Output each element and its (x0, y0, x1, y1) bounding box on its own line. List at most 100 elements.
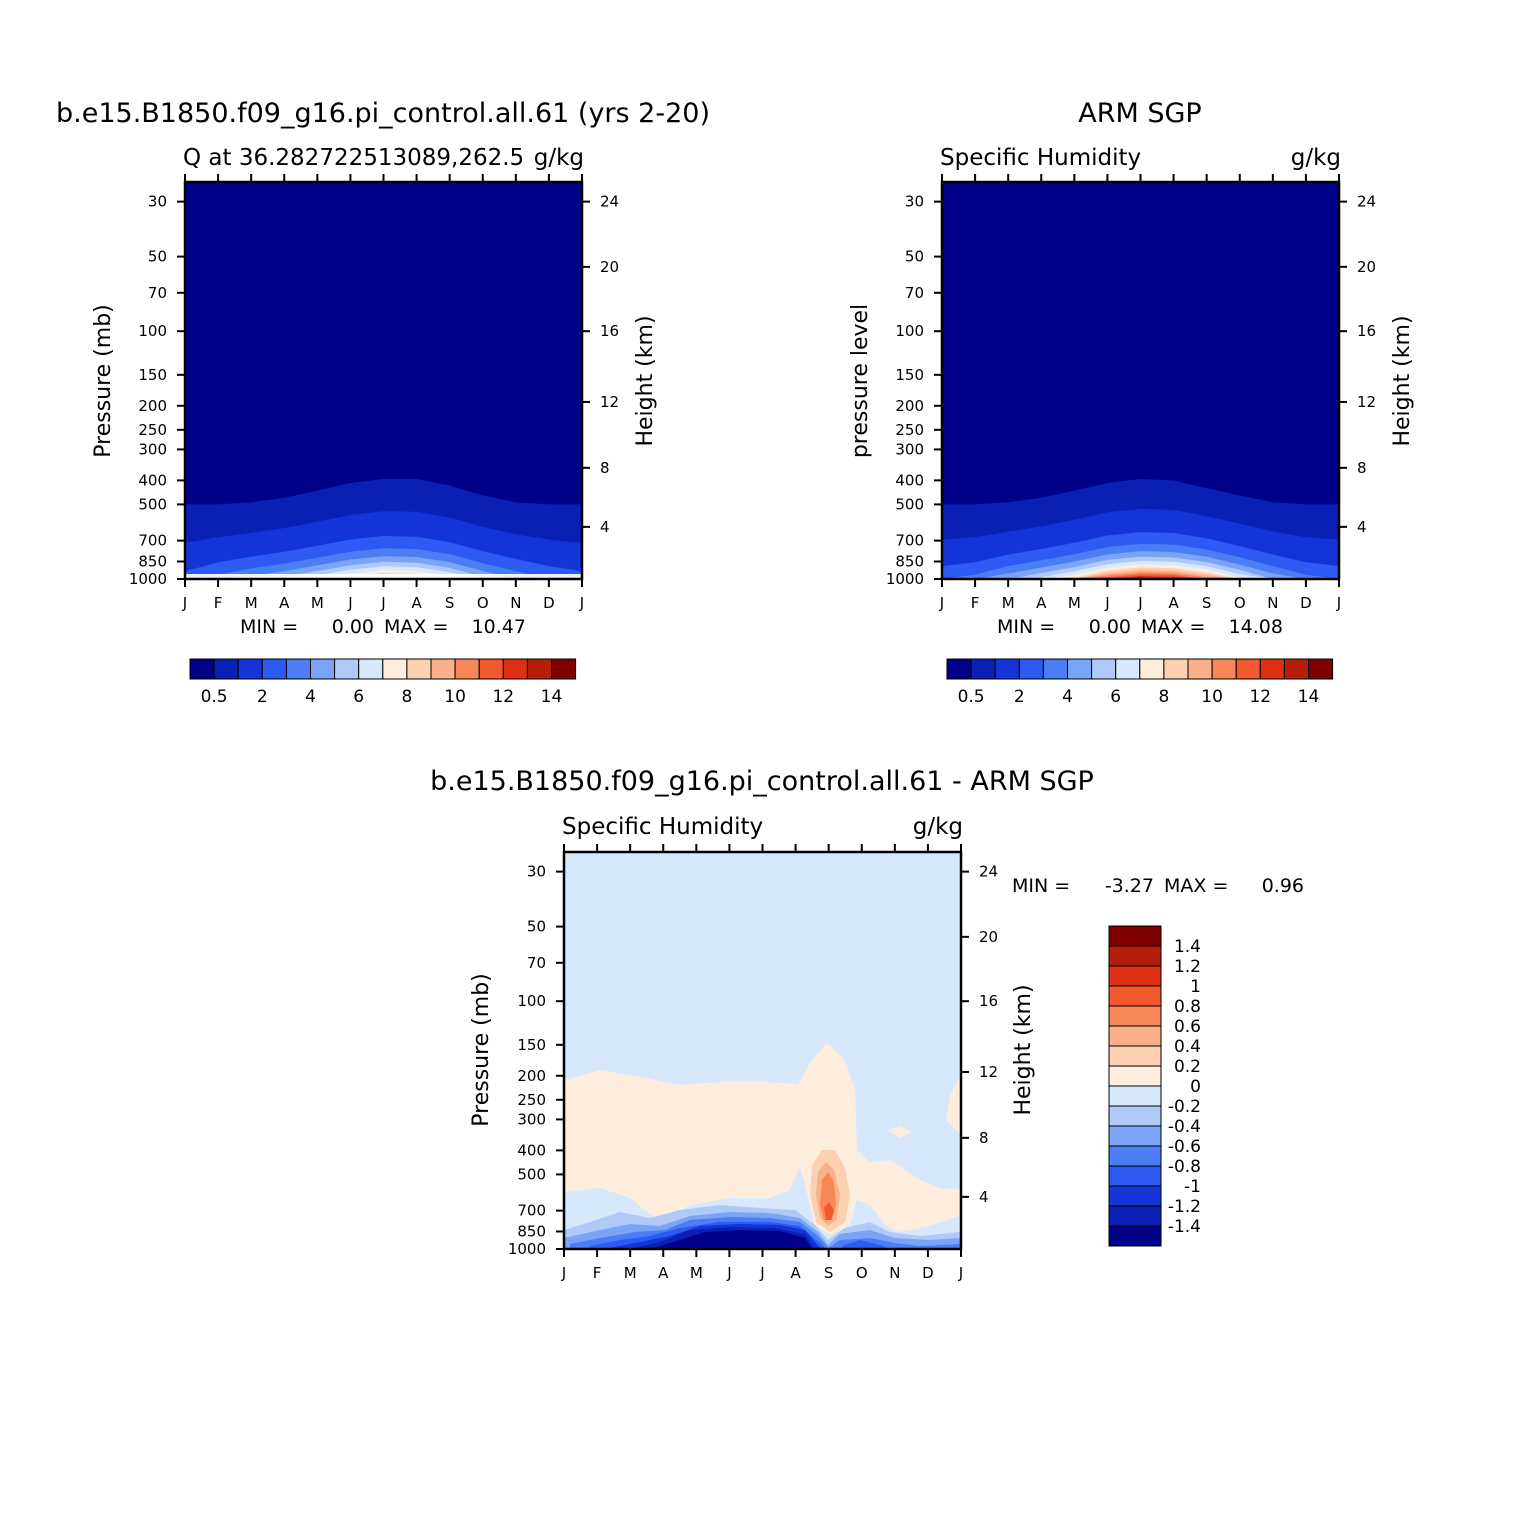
x-tick-label: J (759, 1264, 764, 1282)
y-right-tick-label: 8 (600, 459, 610, 477)
y-right-tick-label: 16 (979, 992, 998, 1010)
colorbar-label: 0.8 (1174, 997, 1201, 1017)
y-axis-label: Pressure (mb) (469, 973, 494, 1127)
y-tick-label: 50 (148, 248, 167, 266)
y-tick-label: 700 (138, 532, 167, 550)
colorbar-label: 1.4 (1174, 937, 1201, 957)
colorbar-swatch (551, 658, 577, 680)
y-tick-label: 150 (138, 366, 167, 384)
y-tick-label: 30 (527, 863, 546, 881)
panel-difference: b.e15.B1850.f09_g16.pi_control.all.61 - … (430, 766, 1304, 1282)
x-tick-label: J (1104, 594, 1109, 612)
y-axis-label: Pressure (mb) (91, 304, 116, 458)
moisture-contours (942, 479, 1339, 579)
colorbar-label: 8 (401, 687, 412, 707)
colorbar-swatch (1108, 1065, 1162, 1087)
colorbar-swatch (1308, 658, 1334, 680)
positive-anomaly-region (564, 1043, 961, 1249)
y-tick-label: 500 (138, 495, 167, 513)
colorbar-label: -0.8 (1168, 1157, 1201, 1177)
colorbar-swatch (310, 658, 336, 680)
colorbar-label: -1 (1184, 1177, 1201, 1197)
x-tick-label: N (1267, 594, 1278, 612)
colorbar-swatch (946, 658, 972, 680)
x-tick-label: S (445, 594, 455, 612)
panel-model-field (185, 182, 582, 579)
max-value: 14.08 (1229, 616, 1283, 638)
y-right-tick-label: 20 (979, 928, 998, 946)
colorbar-swatch (1042, 658, 1069, 680)
colorbar-swatch (1108, 1025, 1162, 1047)
colorbar-label: 0.6 (1174, 1017, 1201, 1037)
x-tick-label: A (411, 594, 422, 612)
colorbar-swatch (285, 658, 311, 680)
x-tick-label: M (690, 1264, 703, 1282)
y-right-tick-label: 12 (600, 393, 619, 411)
x-tick-label: A (1036, 594, 1047, 612)
x-tick-label: J (182, 594, 187, 612)
x-tick-label: S (1202, 594, 1212, 612)
y-tick-label: 30 (148, 193, 167, 211)
y-tick-label: 200 (517, 1067, 546, 1085)
x-tick-label: M (311, 594, 324, 612)
colorbar-swatch (1108, 1225, 1162, 1247)
y-tick-label: 250 (517, 1091, 546, 1109)
y-tick-label: 250 (138, 421, 167, 439)
panel-diff-subtitle-left: Specific Humidity (562, 814, 763, 840)
colorbar-label: 2 (1014, 687, 1025, 707)
x-tick-label: N (510, 594, 521, 612)
y-tick-label: 50 (527, 918, 546, 936)
colorbar-swatch (1091, 658, 1117, 680)
x-tick-label: J (347, 594, 352, 612)
y-tick-label: 500 (895, 495, 924, 513)
colorbar-swatch (334, 658, 360, 680)
colorbar-swatch (1108, 1105, 1162, 1127)
colorbar-label: 14 (1298, 687, 1320, 707)
colorbar-swatch (1108, 985, 1162, 1007)
colorbar-swatch (1211, 658, 1237, 680)
colorbar-label: 0.2 (1174, 1057, 1201, 1077)
panel-obs-subtitle-left: Specific Humidity (940, 145, 1141, 171)
colorbar-swatch (1108, 965, 1162, 987)
colorbar-swatch (1108, 1085, 1162, 1107)
y-tick-label: 30 (905, 193, 924, 211)
colorbar-label: -0.4 (1168, 1117, 1201, 1137)
x-tick-label: O (1234, 594, 1246, 612)
colorbar-label: -1.4 (1168, 1217, 1201, 1237)
y-tick-label: 300 (517, 1110, 546, 1128)
x-tick-label: D (922, 1264, 934, 1282)
y-axis-label: pressure level (848, 304, 873, 458)
y-tick-label: 400 (138, 471, 167, 489)
y-tick-label: 850 (895, 553, 924, 571)
colorbar: 0.5 2 4 6 8 10 12 14 (946, 658, 1334, 707)
colorbar-label: 0.5 (201, 687, 228, 707)
y-right-tick-label: 16 (1357, 322, 1376, 340)
y-tick-label: 250 (895, 421, 924, 439)
min-value: -3.27 (1105, 875, 1154, 897)
x-tick-label: J (1336, 594, 1341, 612)
colorbar-swatch (213, 658, 239, 680)
x-tick-label: M (1002, 594, 1015, 612)
x-tick-label: S (824, 1264, 834, 1282)
colorbar-swatch (1067, 658, 1093, 680)
y-tick-label: 200 (138, 397, 167, 415)
x-tick-label: O (477, 594, 489, 612)
x-tick-label: J (561, 1264, 566, 1282)
y-right-tick-label: 24 (600, 193, 619, 211)
colorbar-swatch (406, 658, 432, 680)
colorbar-label: -1.2 (1168, 1197, 1201, 1217)
min-label: MIN = (240, 616, 298, 638)
colorbar-swatch (1108, 1165, 1162, 1187)
y-axis-right-label: Height (km) (1011, 984, 1036, 1115)
max-value: 10.47 (472, 616, 526, 638)
panel-diff-subtitle-right: g/kg (913, 814, 963, 840)
max-value: 0.96 (1262, 875, 1304, 897)
y-tick-label: 150 (895, 366, 924, 384)
colorbar-label: 0.4 (1174, 1037, 1201, 1057)
colorbar-swatch (1108, 1005, 1162, 1027)
colorbar-swatch (1259, 658, 1285, 680)
moisture-contours (185, 479, 582, 579)
y-tick-label: 100 (138, 322, 167, 340)
colorbar-label: 4 (305, 687, 316, 707)
x-tick-label: J (380, 594, 385, 612)
